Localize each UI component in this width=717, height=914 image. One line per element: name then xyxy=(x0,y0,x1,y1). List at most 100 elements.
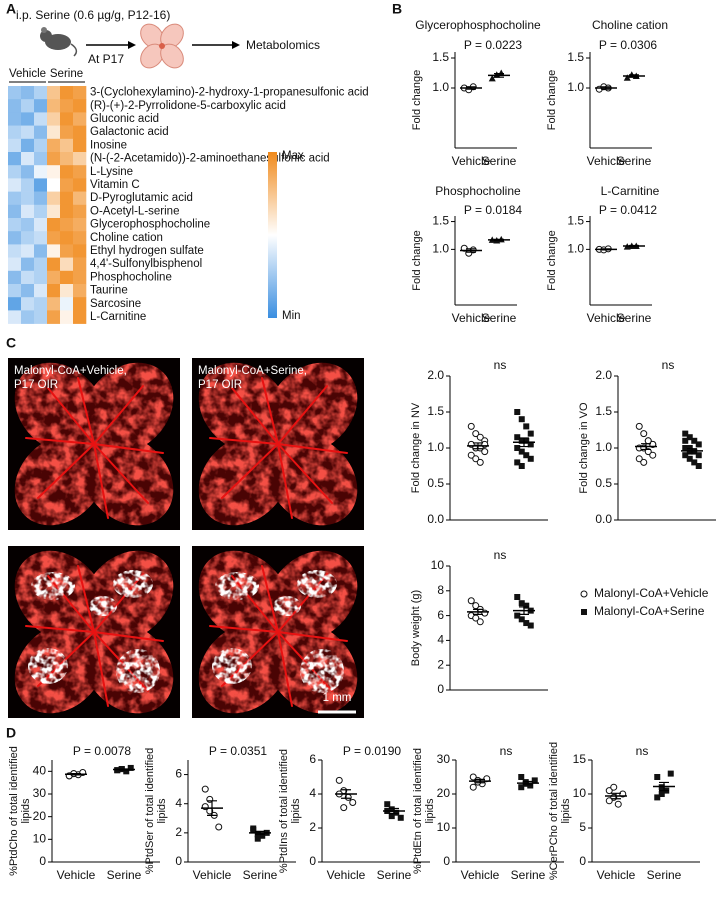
y-axis-label: %PtdIns of total identified xyxy=(278,749,290,873)
heatmap-cell xyxy=(21,218,35,232)
x-tick-label: Vehicle xyxy=(587,311,626,325)
y-tick-label: 1.0 xyxy=(595,440,612,454)
y-tick-label: 1.0 xyxy=(432,80,449,94)
row-label: Phosphocholine xyxy=(90,271,172,283)
heatmap-cell xyxy=(73,152,87,166)
row-label: Inosine xyxy=(90,139,127,151)
data-point xyxy=(514,459,521,466)
row-label: O-Acetyl-L-serine xyxy=(90,205,179,217)
heatmap-cell xyxy=(47,231,61,245)
row-label: (R)-(+)-2-Pyrrolidone-5-carboxylic acid xyxy=(90,100,286,112)
y-tick-label: 20 xyxy=(437,786,451,800)
heatmap-cell xyxy=(21,165,35,179)
column-header: Serine xyxy=(50,68,83,80)
heatmap-cell xyxy=(8,165,22,179)
heatmap-cell xyxy=(8,178,22,192)
plot-title: Choline cation xyxy=(592,18,668,32)
heatmap-cell xyxy=(47,99,61,113)
y-tick-label: 6 xyxy=(175,767,182,781)
y-axis-label: lipids xyxy=(156,798,168,824)
heatmap-cell xyxy=(21,231,35,245)
row-label: D-Pyroglutamic acid xyxy=(90,192,193,204)
p-value: ns xyxy=(494,358,507,372)
heatmap-cell xyxy=(8,191,22,206)
y-tick-label: 15 xyxy=(573,752,587,766)
data-point xyxy=(640,458,648,466)
scale-bar-label: 1 mm xyxy=(323,692,352,704)
data-point xyxy=(682,445,689,451)
data-point xyxy=(610,783,618,791)
data-point xyxy=(472,455,480,463)
x-tick-label: Serine xyxy=(647,868,682,882)
x-tick-label: Serine xyxy=(617,311,652,325)
data-point xyxy=(691,437,698,444)
heatmap-cell xyxy=(60,297,74,311)
y-tick-label: 1.5 xyxy=(427,404,444,418)
data-point xyxy=(527,455,534,462)
row-label: Galactonic acid xyxy=(90,126,169,138)
column-header: Vehicle xyxy=(9,68,46,80)
treatment-text: i.p. Serine (0.6 µg/g, P12-16) xyxy=(16,8,170,22)
data-point xyxy=(614,800,622,808)
row-label: Sarcosine xyxy=(90,298,141,310)
heatmap-cell xyxy=(60,191,74,206)
data-point xyxy=(514,594,521,600)
heatmap-cell xyxy=(47,112,61,126)
y-tick-label: 0 xyxy=(443,854,450,868)
heatmap-cell xyxy=(8,231,22,245)
data-point xyxy=(644,448,652,456)
x-tick-label: Serine xyxy=(243,868,278,882)
row-label: 4,4'-Sulfonylbisphenol xyxy=(90,258,202,270)
heatmap-cell xyxy=(47,178,61,192)
y-axis-label: Fold change xyxy=(546,230,558,291)
error-bar xyxy=(687,448,697,454)
data-point xyxy=(518,416,525,423)
heatmap-cell xyxy=(60,204,74,219)
error-bar xyxy=(475,778,485,784)
heatmap-cell xyxy=(34,138,48,153)
data-point xyxy=(472,614,480,622)
heatmap-cell xyxy=(21,270,35,285)
data-point xyxy=(686,455,693,462)
arrow xyxy=(192,41,240,49)
heatmap-cell xyxy=(21,99,35,113)
heatmap-cell xyxy=(34,112,48,126)
heatmap-cell xyxy=(21,152,35,166)
y-tick-label: 1.5 xyxy=(432,214,449,228)
p-value: ns xyxy=(500,744,513,758)
data-point xyxy=(518,437,525,444)
data-point xyxy=(518,784,525,791)
heatmap-cell xyxy=(21,178,35,192)
data-point xyxy=(514,409,521,415)
p-value: ns xyxy=(494,548,507,562)
heatmap-cell xyxy=(47,244,61,258)
data-point xyxy=(476,433,484,441)
heatmap-cell xyxy=(21,204,35,219)
data-point xyxy=(384,801,391,808)
heatmap-cell xyxy=(34,165,48,179)
data-point xyxy=(254,835,261,842)
data-point xyxy=(640,430,648,438)
panel-label: A xyxy=(6,1,16,17)
heatmap-cell xyxy=(21,86,35,100)
y-tick-label: 1.0 xyxy=(567,80,584,94)
colorbar xyxy=(268,152,277,318)
data-point xyxy=(667,770,674,777)
data-point xyxy=(481,448,489,456)
error-bar xyxy=(523,780,533,786)
data-point xyxy=(467,451,475,459)
legend-label: Malonyl-CoA+Vehicle xyxy=(594,586,709,600)
data-point xyxy=(488,74,496,82)
error-bar xyxy=(519,606,529,615)
heatmap-cell xyxy=(47,152,61,166)
data-point xyxy=(523,620,530,627)
y-tick-label: 6 xyxy=(437,608,444,622)
data-point xyxy=(393,809,400,816)
heatmap-cell xyxy=(34,99,48,113)
y-axis-label: lipids xyxy=(20,798,32,824)
heatmap-cell xyxy=(60,257,74,272)
data-point xyxy=(518,463,525,469)
data-point xyxy=(654,774,661,780)
x-tick-label: Vehicle xyxy=(452,311,491,325)
data-point xyxy=(514,445,521,451)
